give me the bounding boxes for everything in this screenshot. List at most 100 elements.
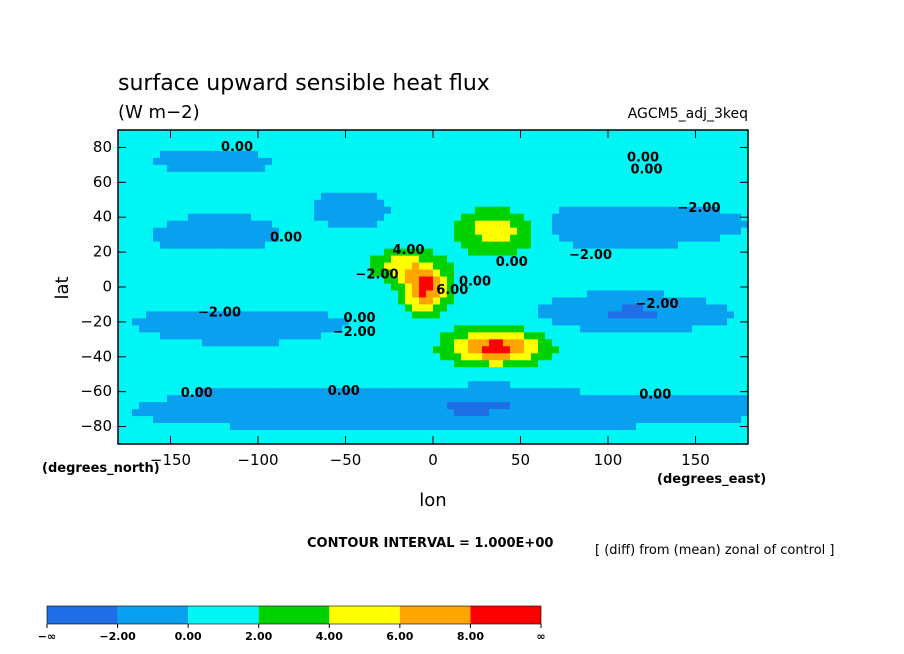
field-cell [482, 430, 490, 438]
field-cell [244, 276, 252, 285]
field-cell [132, 213, 140, 222]
field-cell [503, 339, 511, 347]
field-cell [664, 346, 672, 354]
field-cell [412, 192, 420, 201]
field-cell [426, 185, 434, 194]
field-cell [545, 178, 553, 187]
field-cell [433, 437, 441, 444]
field-cell [440, 297, 448, 306]
field-cell [300, 164, 308, 173]
field-cell [440, 367, 448, 375]
field-cell [300, 234, 308, 243]
field-cell [510, 311, 518, 319]
field-cell [237, 304, 245, 313]
field-cell [342, 304, 350, 313]
field-cell [643, 311, 651, 319]
field-cell [601, 262, 609, 271]
field-cell [412, 304, 420, 313]
field-cell [475, 409, 483, 417]
field-cell [664, 318, 672, 326]
field-cell [671, 269, 679, 278]
field-cell [118, 430, 126, 438]
field-cell [454, 164, 462, 173]
field-cell [545, 430, 553, 438]
field-cell [468, 388, 476, 396]
field-cell [391, 325, 399, 333]
field-cell [489, 304, 497, 313]
field-cell [160, 136, 168, 145]
x-tick-label: 0 [428, 451, 438, 469]
field-cell [720, 241, 728, 250]
field-cell [608, 304, 616, 313]
field-cell [538, 409, 546, 417]
field-cell [741, 311, 748, 319]
field-cell [503, 185, 511, 194]
field-cell [636, 248, 644, 257]
field-cell [720, 395, 728, 403]
field-cell [454, 388, 462, 396]
field-cell [587, 339, 595, 347]
field-cell [405, 402, 413, 410]
field-cell [258, 339, 266, 347]
field-cell [272, 437, 280, 444]
field-cell [174, 255, 182, 264]
field-cell [615, 248, 623, 257]
field-cell [706, 430, 714, 438]
field-cell [559, 318, 567, 326]
field-cell [447, 213, 455, 222]
field-cell [223, 150, 231, 159]
field-cell [391, 171, 399, 180]
field-cell [146, 353, 154, 361]
field-cell [321, 269, 329, 278]
field-cell [622, 283, 630, 292]
field-cell [167, 157, 175, 166]
field-cell [139, 437, 147, 444]
field-cell [251, 185, 259, 194]
field-cell [265, 213, 273, 222]
field-cell [587, 241, 595, 250]
field-cell [685, 367, 693, 375]
field-cell [552, 318, 560, 326]
field-cell [272, 360, 280, 368]
field-cell [468, 199, 476, 208]
field-cell [587, 325, 595, 333]
field-cell [258, 269, 266, 278]
field-cell [608, 171, 616, 180]
field-cell [433, 304, 441, 313]
field-cell [405, 130, 413, 138]
field-cell [230, 262, 238, 271]
field-cell [132, 311, 140, 319]
field-cell [419, 311, 427, 319]
field-cell [545, 318, 553, 326]
field-cell [139, 130, 147, 138]
field-cell [657, 430, 665, 438]
field-cell [167, 213, 175, 222]
field-cell [412, 437, 420, 444]
field-cell [195, 339, 203, 347]
field-cell [363, 346, 371, 354]
field-cell [622, 255, 630, 264]
field-cell [265, 409, 273, 417]
field-cell [286, 297, 294, 306]
field-cell [195, 227, 203, 236]
field-cell [524, 262, 532, 271]
field-cell [664, 360, 672, 368]
field-cell [664, 220, 672, 229]
field-cell [300, 227, 308, 236]
field-cell [615, 395, 623, 403]
field-cell [559, 130, 567, 138]
field-cell [314, 297, 322, 306]
field-cell [727, 171, 735, 180]
field-cell [713, 130, 721, 138]
field-cell [650, 241, 658, 250]
field-cell [538, 339, 546, 347]
field-cell [293, 178, 301, 187]
field-cell [188, 353, 196, 361]
field-cell [538, 402, 546, 410]
field-cell [447, 130, 455, 138]
field-cell [608, 178, 616, 187]
field-cell [489, 248, 497, 257]
field-cell [349, 143, 357, 152]
field-cell [398, 206, 406, 215]
field-cell [188, 171, 196, 180]
